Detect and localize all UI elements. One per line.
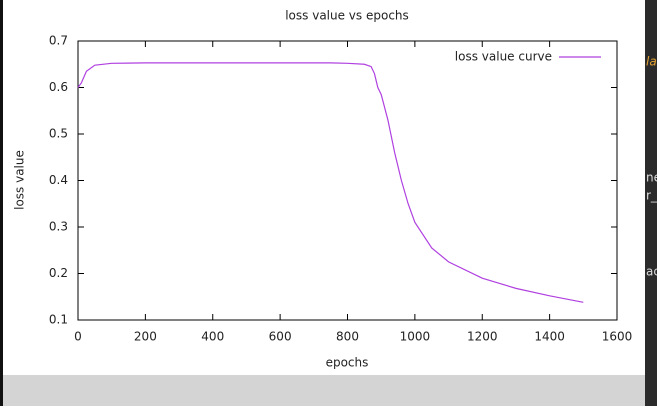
y-tick-label: 0.4 xyxy=(49,173,68,187)
y-tick-label: 0.7 xyxy=(49,34,68,48)
x-tick-label: 1600 xyxy=(602,330,633,344)
y-tick-label: 0.6 xyxy=(49,80,68,94)
y-tick-label: 0.2 xyxy=(49,266,68,280)
y-tick-label: 0.1 xyxy=(49,313,68,327)
x-tick-label: 600 xyxy=(269,330,292,344)
editor-fragment: ne xyxy=(646,171,657,185)
x-tick-label: 1200 xyxy=(467,330,498,344)
y-tick-label: 0.5 xyxy=(49,127,68,141)
editor-fragment: ac xyxy=(646,265,657,279)
editor-fragment: r_ xyxy=(646,189,657,203)
x-tick-label: 1400 xyxy=(534,330,565,344)
y-axis-label: loss value xyxy=(13,150,27,210)
editor-panel xyxy=(645,0,657,406)
x-tick-label: 800 xyxy=(336,330,359,344)
legend-label: loss value curve xyxy=(455,50,552,64)
x-tick-label: 0 xyxy=(74,330,82,344)
status-bar xyxy=(3,375,645,406)
chart-title: loss value vs epochs xyxy=(285,9,409,23)
x-tick-label: 400 xyxy=(201,330,224,344)
window-border xyxy=(0,0,3,406)
loss-line xyxy=(77,62,584,303)
y-tick-label: 0.3 xyxy=(49,220,68,234)
x-tick-label: 200 xyxy=(134,330,157,344)
plot-border xyxy=(77,40,618,321)
x-tick-label: 1000 xyxy=(400,330,431,344)
editor-fragment: la xyxy=(646,55,657,69)
x-axis-label: epochs xyxy=(326,356,369,370)
